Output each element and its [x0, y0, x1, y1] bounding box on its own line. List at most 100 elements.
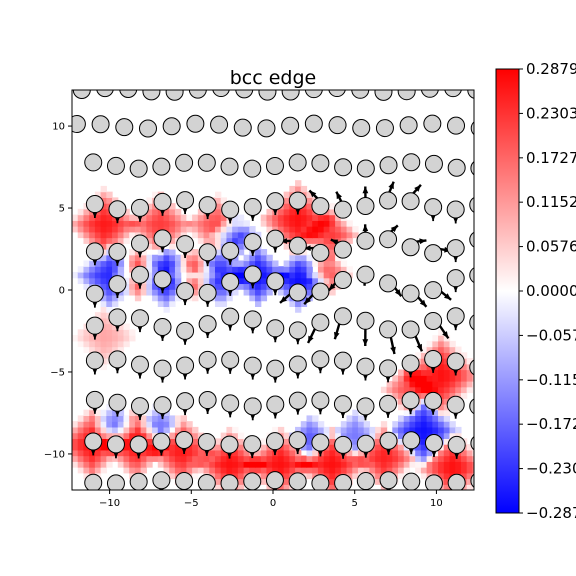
arrow-head — [113, 452, 119, 459]
arrow-head — [362, 224, 369, 232]
heatmap-cell — [117, 455, 125, 462]
atom-marker — [469, 359, 474, 376]
heatmap-cell — [106, 226, 113, 233]
arrow-head — [454, 452, 460, 459]
heatmap-cell — [283, 467, 290, 474]
heatmap-cell — [214, 289, 222, 296]
arrow-head — [334, 331, 340, 340]
heatmap-cell — [100, 312, 107, 319]
atom-marker — [333, 270, 352, 289]
heatmap-cell — [112, 300, 119, 307]
atom-marker — [258, 90, 277, 101]
heatmap-cell — [232, 226, 239, 233]
heatmap-cell — [466, 380, 473, 388]
arrow-head — [92, 211, 98, 218]
heatmap-cell — [146, 415, 153, 422]
heatmap-cell — [283, 203, 290, 210]
atom-marker — [266, 272, 285, 291]
heatmap-cell — [146, 254, 153, 262]
heatmap-cell — [209, 461, 216, 468]
heatmap-cell — [192, 289, 199, 296]
heatmap-cell — [380, 467, 388, 474]
atom-marker — [379, 156, 398, 175]
heatmap-cell — [197, 220, 205, 227]
heatmap-cell — [357, 426, 365, 434]
heatmap-cell — [146, 455, 153, 462]
atom-marker — [470, 161, 474, 176]
atom-marker — [130, 234, 149, 253]
heatmap-cell — [317, 260, 325, 267]
heatmap-cell — [129, 421, 136, 428]
heatmap-cell — [89, 455, 96, 462]
heatmap-cell — [438, 461, 445, 468]
heatmap-cell — [220, 254, 228, 262]
arrow-head — [431, 491, 436, 497]
heatmap-cell — [306, 271, 313, 279]
heatmap-cell — [203, 226, 210, 233]
heatmap-cell — [317, 266, 325, 273]
heatmap-cell — [77, 271, 85, 279]
atom-marker — [130, 265, 149, 284]
heatmap-cell — [415, 461, 422, 468]
atom-marker — [333, 200, 352, 219]
heatmap-cell — [306, 226, 313, 233]
heatmap-cell — [266, 449, 273, 457]
atom-marker — [356, 434, 375, 453]
heatmap-cell — [203, 461, 210, 468]
heatmap-cell — [232, 426, 239, 434]
arrow-head — [304, 297, 311, 305]
heatmap-cell — [403, 375, 411, 382]
heatmap-cell — [169, 277, 176, 285]
heatmap-cell — [398, 461, 405, 468]
heatmap-cell — [152, 266, 159, 273]
atom-marker — [401, 354, 420, 373]
atom-marker — [129, 435, 148, 454]
atom-marker — [108, 200, 127, 219]
arrow-head — [414, 184, 421, 192]
atom-marker — [379, 191, 398, 210]
heatmap-cell — [403, 426, 411, 434]
heatmap-cell — [255, 254, 262, 262]
atom-marker — [130, 397, 149, 416]
heatmap-cell — [323, 461, 330, 468]
heatmap-cell — [220, 220, 228, 227]
atom-marker — [243, 265, 262, 284]
heatmap-cell — [415, 369, 422, 376]
atom-marker — [447, 158, 466, 177]
arrow-head — [92, 407, 98, 414]
heatmap-cell — [260, 260, 268, 267]
heatmap-cell — [398, 449, 405, 457]
heatmap-cell — [386, 461, 393, 468]
heatmap-cell — [157, 289, 165, 296]
heatmap-cell — [283, 231, 290, 239]
heatmap-cell — [329, 271, 336, 279]
heatmap-cell — [443, 409, 451, 417]
heatmap-cell — [375, 478, 382, 485]
heatmap-cell — [335, 455, 342, 462]
heatmap-cell — [260, 283, 268, 290]
arrow-head — [478, 167, 483, 173]
heatmap-cell — [83, 214, 90, 221]
heatmap-cell — [106, 197, 113, 204]
heatmap-cell — [460, 352, 468, 359]
heatmap-cell — [192, 220, 199, 227]
heatmap-cell — [420, 398, 428, 405]
heatmap-cell — [146, 243, 153, 250]
heatmap-cell — [300, 266, 308, 273]
atom-marker — [198, 315, 217, 334]
heatmap-cell — [214, 478, 222, 485]
heatmap-cell — [197, 231, 205, 239]
atom-marker — [470, 473, 474, 488]
heatmap-cell — [272, 455, 279, 462]
heatmap-cell — [77, 438, 85, 445]
arrow-head — [182, 251, 188, 258]
atom-marker — [257, 119, 276, 138]
heatmap-cell — [232, 449, 239, 457]
heatmap-cell — [420, 449, 428, 457]
arrow-head — [340, 368, 346, 375]
arrow-head — [317, 408, 323, 415]
y-tick-label: 0 — [59, 286, 65, 297]
heatmap-cell — [129, 214, 136, 221]
heatmap-cell — [260, 472, 268, 480]
heatmap-cell — [89, 220, 96, 227]
